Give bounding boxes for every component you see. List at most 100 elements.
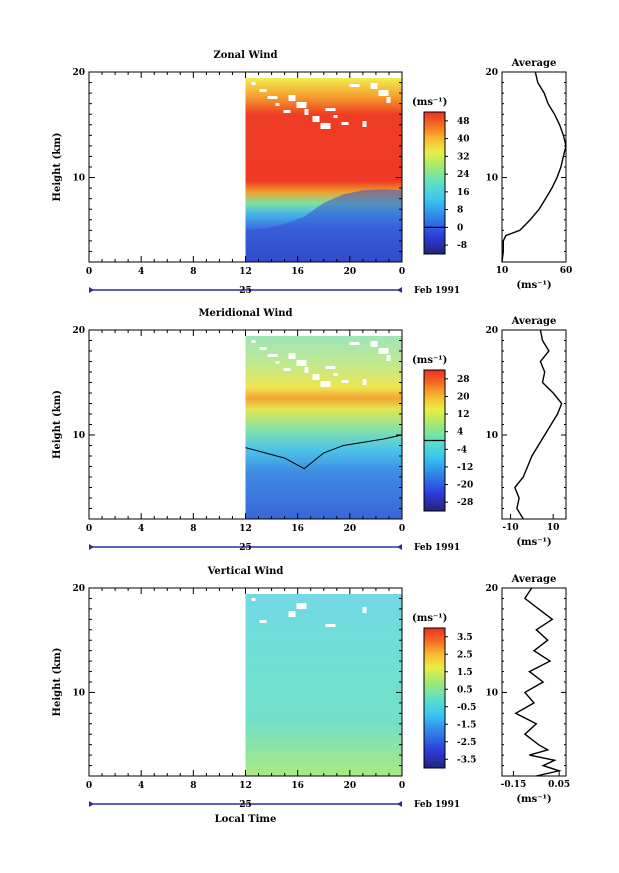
- day-bar-arrow: [89, 801, 94, 807]
- data-gap: [325, 366, 336, 369]
- data-gap: [296, 360, 307, 366]
- avg-x-tick-label: 10: [547, 523, 560, 533]
- day-label: 25: [239, 286, 252, 296]
- colorbar-tick-label: 24: [457, 170, 470, 180]
- panel-1: Meridional Wind 10 20 Height (km) 0 4 8 12 16 20 0…: [52, 308, 567, 553]
- data-gap: [251, 598, 256, 601]
- data-gap: [386, 97, 391, 103]
- avg-x-axis-title: (ms⁻¹): [516, 280, 551, 291]
- day-label: 25: [239, 543, 252, 553]
- x-tick-label: 0: [399, 524, 405, 534]
- heatmap-field: [245, 336, 402, 519]
- y-tick-label: 10: [72, 688, 85, 698]
- x-tick-label: 12: [239, 524, 252, 534]
- x-tick-label: 8: [190, 524, 196, 534]
- panel-title: Vertical Wind: [207, 566, 284, 577]
- data-gap: [304, 367, 309, 373]
- avg-x-axis-title: (ms⁻¹): [516, 537, 551, 548]
- date-label: Feb 1991: [414, 543, 460, 553]
- colorbar-tick-label: -8: [457, 241, 467, 251]
- y-tick-label: 10: [72, 431, 85, 441]
- y-axis-title: Height (km): [52, 390, 63, 459]
- average-title: Average: [511, 574, 557, 585]
- data-gap: [251, 82, 256, 85]
- x-tick-label: 12: [239, 267, 252, 277]
- data-gap: [320, 381, 331, 387]
- panel-title: Zonal Wind: [213, 50, 277, 61]
- x-tick-label: 16: [291, 267, 304, 277]
- data-gap: [288, 95, 296, 101]
- x-tick-label: 8: [190, 781, 196, 791]
- data-gap: [333, 115, 338, 118]
- data-gap: [362, 121, 367, 127]
- data-gap: [325, 624, 336, 627]
- colorbar-tick-label: 3.5: [457, 633, 473, 643]
- colorbar: [423, 111, 446, 255]
- x-tick-label: 4: [138, 524, 144, 534]
- colorbar-tick-label: -2.5: [457, 738, 476, 748]
- date-label: Feb 1991: [414, 800, 460, 810]
- colorbar-tick-label: -28: [457, 498, 473, 508]
- avg-x-tick-label: 10: [496, 266, 509, 276]
- avg-y-tick-label: 10: [485, 431, 498, 441]
- x-axis-title: Local Time: [215, 814, 277, 825]
- data-gap: [349, 342, 360, 345]
- colorbar-unit: (ms⁻¹): [412, 97, 447, 108]
- data-gap: [341, 122, 349, 125]
- x-tick-label: 12: [239, 781, 252, 791]
- avg-x-tick-label: -10: [502, 523, 518, 533]
- x-tick-label: 0: [399, 781, 405, 791]
- x-tick-label: 16: [291, 781, 304, 791]
- data-gap: [275, 103, 280, 106]
- x-tick-label: 0: [86, 267, 92, 277]
- panel-title: Meridional Wind: [198, 308, 292, 319]
- colorbar-tick-label: 0: [457, 223, 463, 233]
- x-tick-label: 20: [344, 524, 357, 534]
- average-frame: [501, 329, 567, 520]
- colorbar-tick-label: -12: [457, 463, 473, 473]
- x-tick-label: 8: [190, 267, 196, 277]
- colorbar-tick-label: 40: [457, 135, 470, 145]
- data-gap: [304, 109, 309, 115]
- data-gap: [362, 607, 367, 613]
- data-gap: [267, 96, 278, 99]
- data-gap: [296, 102, 307, 108]
- x-tick-label: 0: [86, 781, 92, 791]
- x-tick-label: 4: [138, 781, 144, 791]
- y-axis-title: Height (km): [52, 133, 63, 202]
- avg-y-tick-label: 20: [485, 68, 498, 78]
- colorbar-tick-label: 2.5: [457, 650, 473, 660]
- data-gap: [320, 123, 331, 129]
- date-label: Feb 1991: [414, 286, 460, 296]
- day-bar-arrow: [397, 801, 402, 807]
- day-bar-arrow: [397, 287, 402, 293]
- data-gap: [386, 355, 391, 361]
- data-gap: [370, 83, 378, 89]
- data-gap: [283, 368, 291, 371]
- colorbar-tick-label: 4: [457, 428, 463, 438]
- x-tick-label: 0: [399, 267, 405, 277]
- avg-x-tick-label: -0.15: [501, 780, 527, 790]
- avg-y-tick-label: 20: [485, 326, 498, 336]
- data-gap: [370, 341, 378, 347]
- colorbar-tick-label: -4: [457, 445, 467, 455]
- data-gap: [349, 84, 360, 87]
- x-tick-label: 4: [138, 267, 144, 277]
- y-tick-label: 20: [72, 326, 85, 336]
- avg-x-axis-title: (ms⁻¹): [516, 794, 551, 805]
- colorbar-tick-label: 0.5: [457, 685, 473, 695]
- colorbar-tick-label: -0.5: [457, 703, 476, 713]
- day-bar-arrow: [397, 544, 402, 550]
- x-tick-label: 0: [86, 524, 92, 534]
- jet-base-region: [245, 189, 402, 262]
- data-gap: [333, 373, 338, 376]
- data-gap: [378, 348, 389, 354]
- data-gap: [296, 603, 307, 609]
- colorbar-tick-label: 12: [457, 410, 470, 420]
- colorbar-tick-label: 8: [457, 206, 463, 216]
- average-profile-line: [514, 587, 562, 777]
- average-profile-line: [501, 71, 567, 263]
- data-gap: [325, 108, 336, 111]
- average-title: Average: [511, 316, 557, 327]
